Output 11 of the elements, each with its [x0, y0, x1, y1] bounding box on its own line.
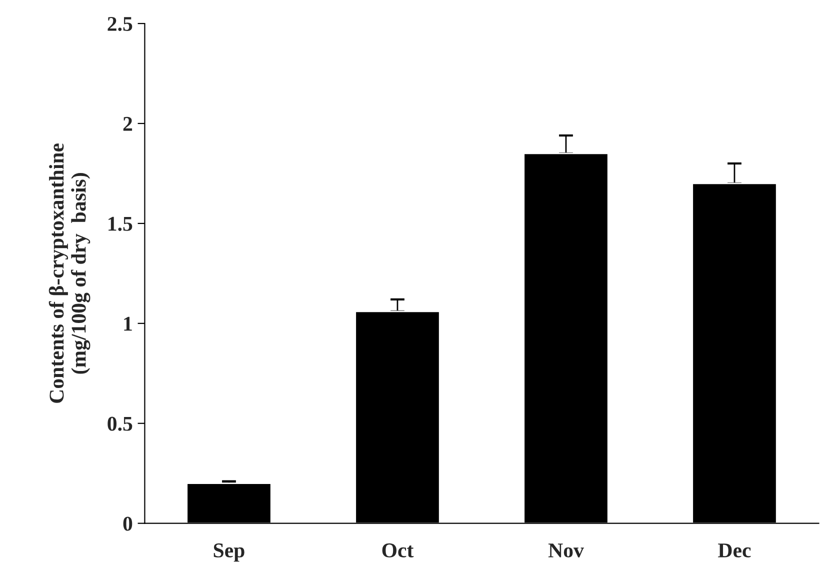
y-tick-label: 0: [123, 516, 132, 531]
y-tick-label: 2: [123, 116, 132, 131]
y-axis-title: Contents of β-cryptoxanthine (mg/100g of dry basis): [48, 143, 90, 403]
x-tick-label: Dec: [718, 544, 751, 558]
x-tick-label: Nov: [548, 544, 584, 558]
x-tick-label: Oct: [382, 543, 414, 558]
y-tick-label: 2.5: [108, 16, 132, 32]
y-tick-label: 0.5: [108, 416, 132, 431]
y-tick-label: 1.5: [108, 216, 132, 231]
y-tick-label: 1: [124, 316, 132, 331]
x-tick-label: Sep: [214, 543, 244, 562]
